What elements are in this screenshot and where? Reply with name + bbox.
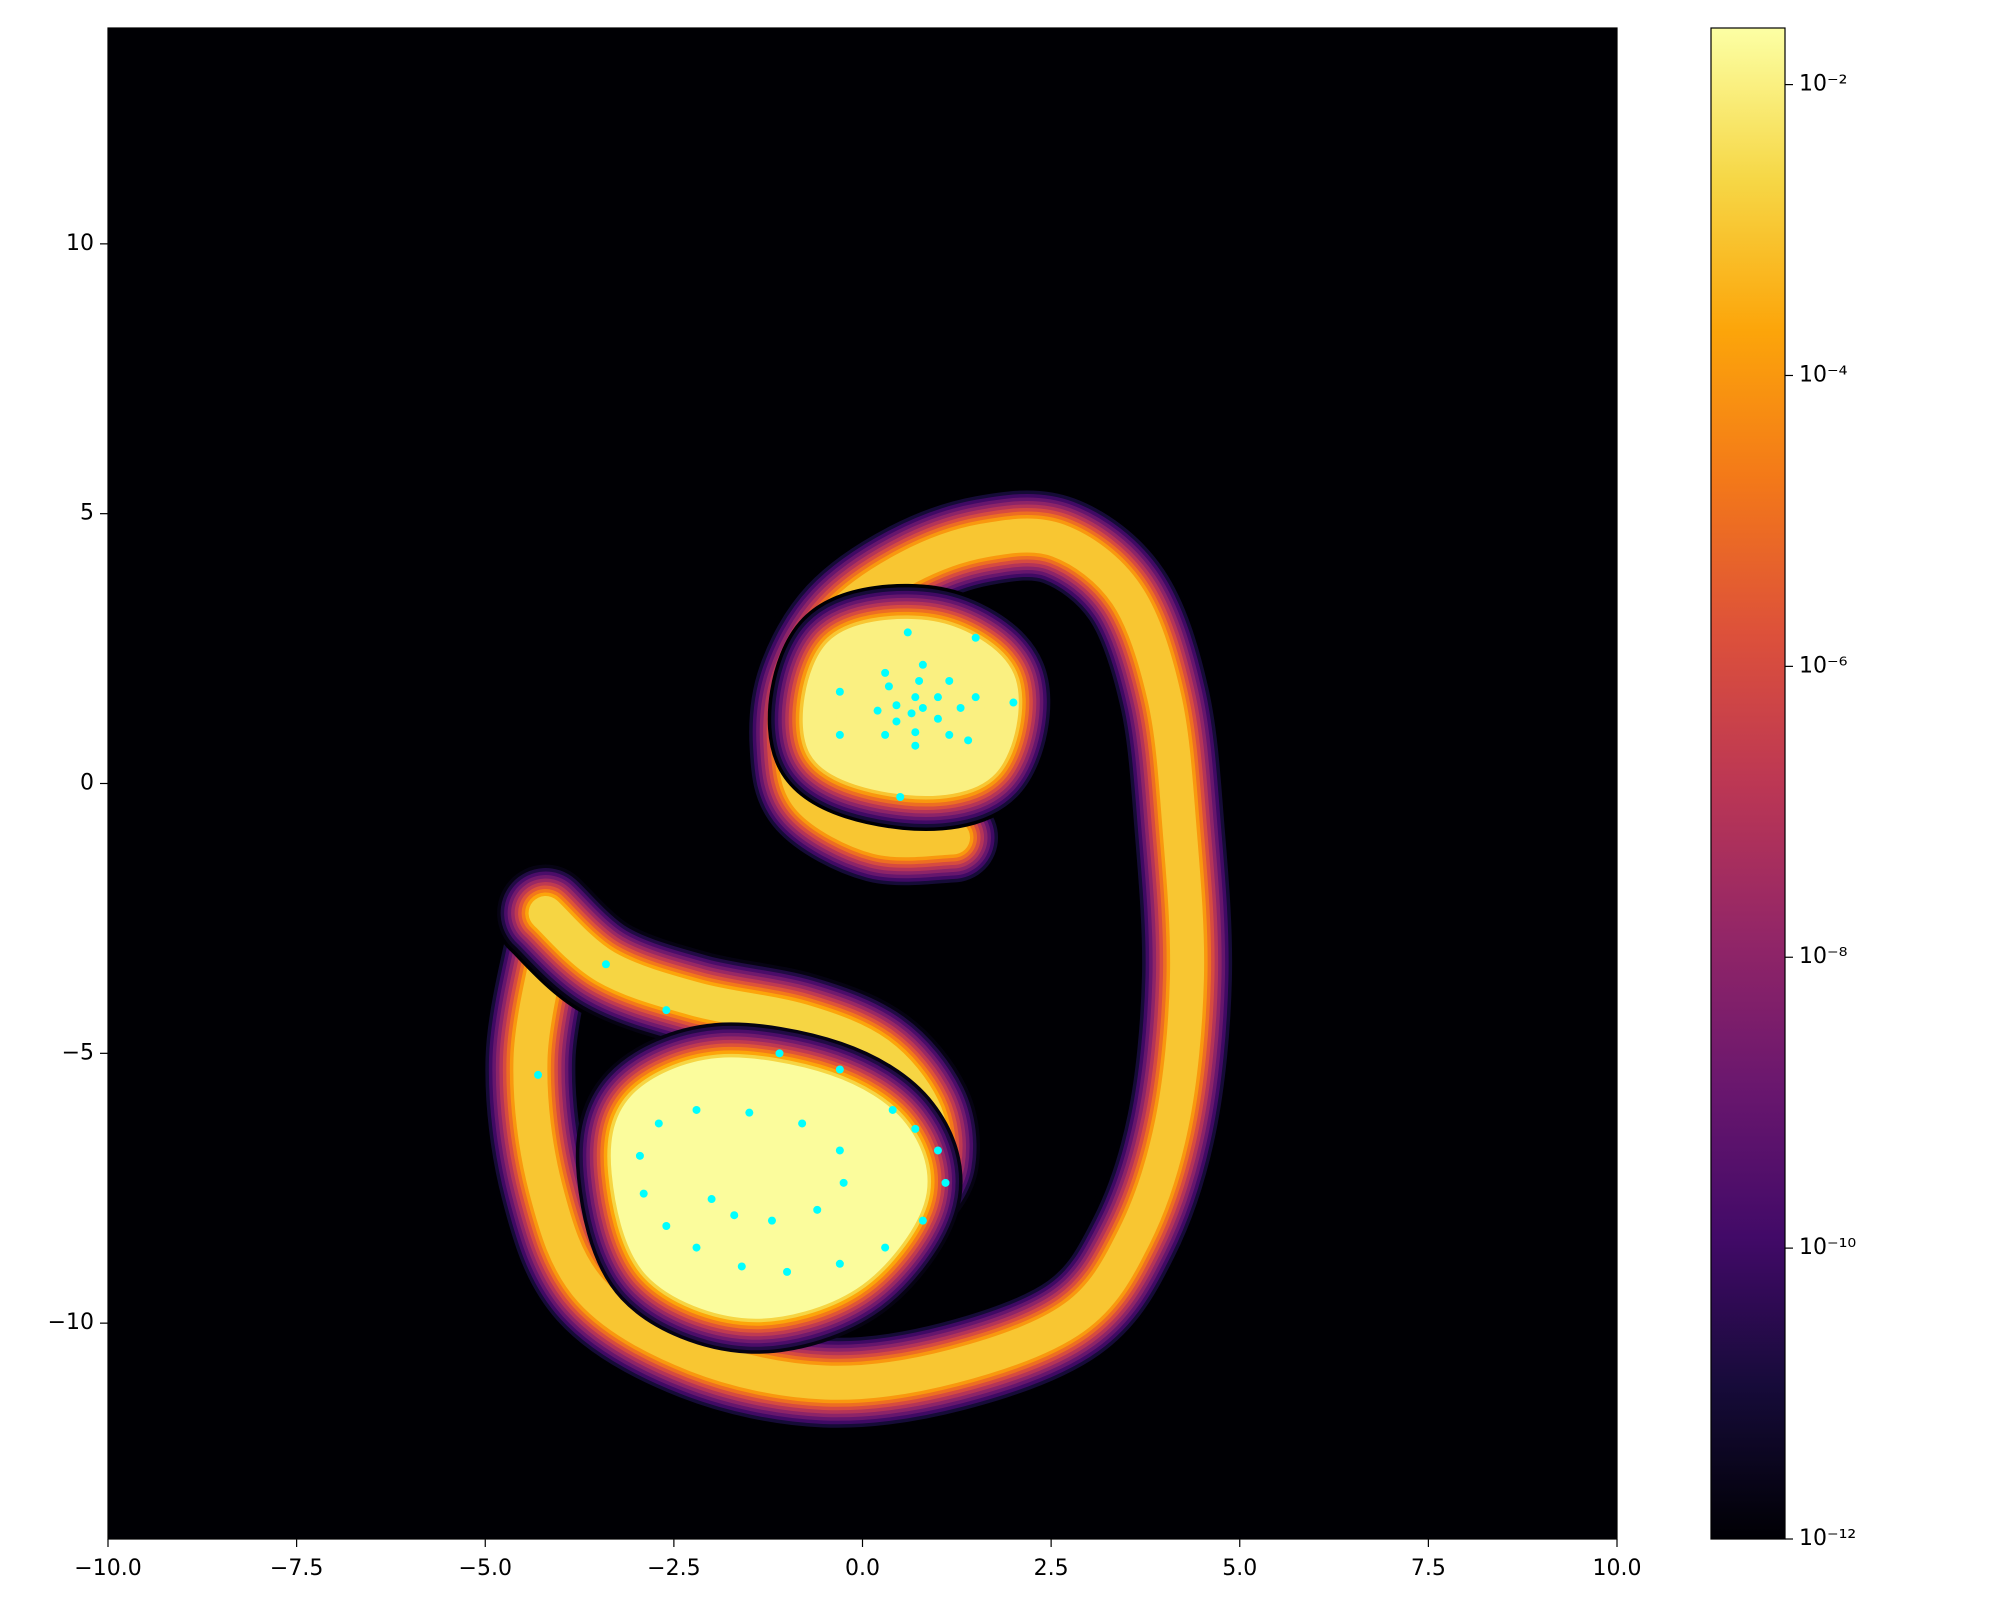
plot-area [478,483,1240,1435]
scatter-point [881,668,890,677]
x-tick-label: −7.5 [270,1556,323,1581]
scatter-point [971,693,980,702]
scatter-point [941,1178,950,1187]
scatter-point [911,1124,920,1133]
scatter-point [915,676,924,685]
scatter-point [888,1105,897,1114]
scatter-point [813,1205,822,1214]
scatter-point [911,741,920,750]
scatter-point [896,792,905,801]
colorbar-tick-label: 10⁻⁶ [1799,653,1848,678]
scatter-point [798,1119,807,1128]
scatter-point [775,1049,784,1058]
y-tick-label: 10 [66,231,94,256]
scatter-point [835,687,844,696]
scatter-point [881,730,890,739]
scatter-point [662,1222,671,1231]
scatter-point [971,633,980,642]
scatter-point [737,1262,746,1271]
colorbar-tick-label: 10⁻⁸ [1799,944,1848,969]
scatter-point [911,693,920,702]
x-tick-label: 7.5 [1411,1556,1446,1581]
scatter-point [635,1151,644,1160]
y-tick-label: 0 [80,771,94,796]
scatter-point [692,1105,701,1114]
scatter-point [956,703,965,712]
scatter-point [835,1259,844,1268]
y-tick-label: −5 [62,1040,94,1065]
y-tick-label: 5 [80,501,94,526]
scatter-point [767,1216,776,1225]
scatter-point [964,736,973,745]
scatter-point [884,682,893,691]
colorbar-tick-label: 10⁻¹⁰ [1799,1235,1856,1260]
y-tick-label: −10 [48,1310,94,1335]
scatter-point [933,1146,942,1155]
x-tick-label: −2.5 [647,1556,700,1581]
axes: −10.0 −7.5 −5.0 −2.5 0.0 2.5 5.0 7.5 10.0 −10 −5 0 5… [48,27,1856,1581]
scatter-point [892,701,901,710]
scatter-point [873,706,882,715]
x-tick-label: −5.0 [459,1556,512,1581]
scatter-point [534,1070,543,1079]
scatter-point [933,714,942,723]
scatter-point [639,1189,648,1198]
scatter-point [918,660,927,669]
x-tick-label: 10.0 [1593,1556,1642,1581]
scatter-point [835,1065,844,1074]
scatter-point [933,693,942,702]
scatter-point [903,628,912,637]
scatter-point [707,1195,716,1204]
scatter-point [783,1267,792,1276]
scatter-point [692,1243,701,1252]
density-ridge [802,618,1019,797]
scatter-point [730,1211,739,1220]
colorbar-tick-label: 10⁻⁴ [1799,362,1848,387]
scatter-point [662,1006,671,1015]
scatter-point [907,709,916,718]
x-tick-label: 2.5 [1034,1556,1069,1581]
scatter-point [839,1178,848,1187]
scatter-point [835,730,844,739]
scatter-point [918,703,927,712]
x-tick-label: 0.0 [845,1556,880,1581]
scatter-point [892,717,901,726]
scatter-point [835,1146,844,1155]
scatter-point [881,1243,890,1252]
scatter-point [945,730,954,739]
x-tick-label: −10.0 [74,1556,141,1581]
scatter-point [745,1108,754,1117]
density-ridge [610,1057,928,1319]
scatter-point [911,728,920,737]
scatter-point [654,1119,663,1128]
scatter-point [601,960,610,969]
colorbar-tick-label: 10⁻² [1799,72,1847,97]
scatter-point [1009,698,1018,707]
colorbar-tick-label: 10⁻¹² [1799,1526,1856,1551]
x-tick-label: 5.0 [1222,1556,1257,1581]
colorbar [1710,27,1786,1540]
scatter-point [918,1216,927,1225]
scatter-point [945,676,954,685]
